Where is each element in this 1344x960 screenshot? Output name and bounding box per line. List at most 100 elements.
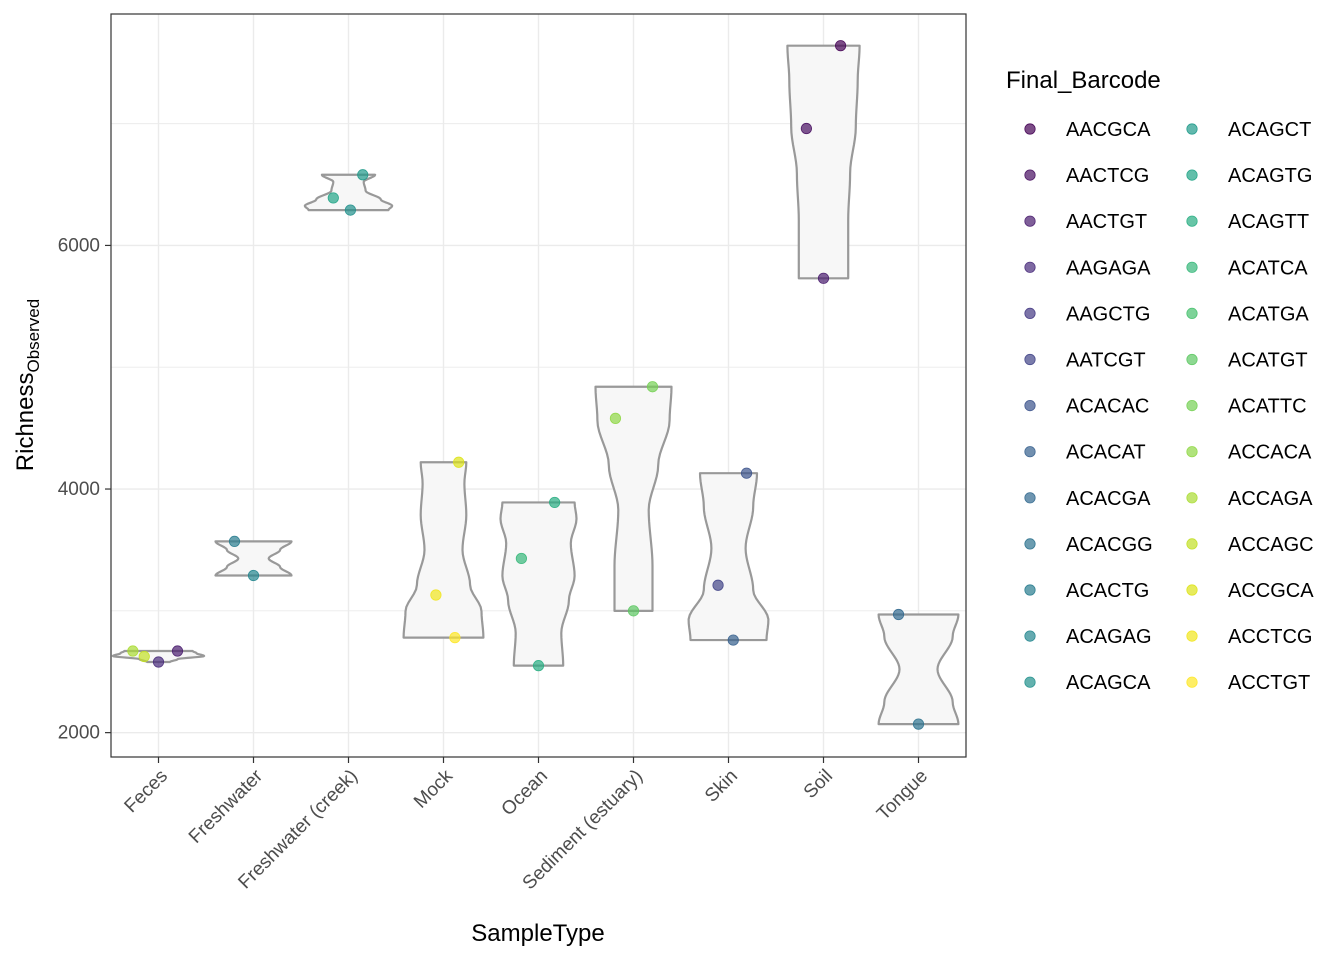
violin-freshwater-creek	[303, 173, 394, 212]
data-point-accagc	[138, 650, 150, 663]
legend-label-acacat: ACACAT	[1066, 442, 1146, 464]
legend-label-acatga: ACATGA	[1228, 303, 1309, 325]
legend-key-acacat	[1024, 446, 1036, 458]
legend-label-aagaga: AAGAGA	[1066, 257, 1151, 279]
data-point-aactcg	[800, 122, 813, 135]
violin-mock	[402, 461, 485, 639]
legend-key-acctgt	[1186, 676, 1198, 688]
legend-label-aagctg: AAGCTG	[1066, 303, 1150, 325]
legend-label-acacga: ACACGA	[1066, 488, 1151, 510]
violin-ocean	[499, 501, 578, 667]
y-axis: 2000 4000 6000	[58, 235, 111, 744]
violin-skin	[687, 472, 770, 642]
legend-label-acagtg: ACAGTG	[1228, 165, 1312, 187]
data-point-acacgg	[912, 718, 925, 730]
violin-sediment-estuary	[594, 385, 673, 612]
legend-key-acctcg	[1186, 630, 1198, 642]
data-point-aactgt	[817, 272, 830, 284]
legend-label-acctcg: ACCTCG	[1228, 626, 1312, 648]
violin-layer	[111, 44, 960, 726]
data-point-accaga	[127, 645, 139, 657]
legend-key-acagca	[1024, 676, 1036, 688]
violin-soil	[786, 44, 861, 280]
data-point-aagaga	[152, 656, 165, 668]
legend-label-acctgt: ACCTGT	[1228, 672, 1310, 694]
legend-label-aactcg: AACTCG	[1066, 165, 1149, 187]
legend-label-acagca: ACAGCA	[1066, 672, 1151, 694]
data-point-acattc	[646, 381, 659, 393]
legend-key-acagag	[1024, 630, 1036, 642]
data-point-acagtg	[327, 192, 339, 204]
data-point-accgca	[453, 456, 465, 468]
legend-key-acattc	[1186, 399, 1198, 412]
data-point-acatgt	[627, 605, 640, 617]
data-point-acacat	[727, 634, 739, 646]
legend-key-aactgt	[1024, 215, 1036, 227]
legend-key-acactg	[1024, 584, 1036, 596]
legend-key-acagtg	[1186, 169, 1198, 181]
legend-key-aagctg	[1024, 307, 1036, 319]
legend-key-accaca	[1186, 446, 1198, 458]
y-axis-title-subscript: Observed	[24, 299, 43, 373]
data-point-acagag	[247, 569, 260, 582]
legend-key-acacac	[1024, 399, 1036, 412]
legend-label-acattc: ACATTC	[1228, 396, 1307, 418]
x-axis-title: SampleType	[471, 920, 604, 947]
legend-label-accagc: ACCAGC	[1228, 534, 1314, 556]
legend-key-aagaga	[1024, 261, 1036, 273]
data-point-acagtt	[549, 496, 561, 509]
data-point-acctgt	[449, 632, 461, 644]
data-point-aatcgt	[712, 579, 724, 591]
y-axis-title: RichnessObserved	[12, 299, 43, 471]
legend-title: Final_Barcode	[1006, 67, 1161, 94]
legend-key-accgca	[1186, 584, 1198, 596]
data-point-acagca	[344, 204, 356, 216]
data-point-accaca	[609, 412, 622, 424]
y-tick-label: 4000	[58, 479, 100, 500]
legend-key-aactcg	[1024, 169, 1036, 181]
y-tick-label: 6000	[58, 235, 100, 256]
data-point-acagct	[357, 169, 369, 181]
legend-key-aacgca	[1024, 123, 1036, 135]
legend-label-acatca: ACATCA	[1228, 257, 1308, 279]
data-point-aactgt	[171, 645, 184, 657]
legend-label-accaca: ACCACA	[1228, 442, 1312, 464]
violin-freshwater	[214, 540, 293, 577]
legend-label-accgca: ACCGCA	[1228, 580, 1314, 602]
legend-key-acatga	[1186, 307, 1198, 319]
y-axis-title-main: Richness	[12, 372, 39, 471]
legend-label-aatcgt: AATCGT	[1066, 350, 1146, 372]
legend-key-acagtt	[1186, 215, 1198, 227]
legend-label-acagtt: ACAGTT	[1228, 211, 1309, 233]
legend-key-accaga	[1186, 492, 1198, 504]
data-point-aacgca	[834, 40, 847, 52]
legend-label-aactgt: AACTGT	[1066, 211, 1147, 233]
legend-key-acacga	[1024, 492, 1036, 504]
legend-label-acacgg: ACACGG	[1066, 534, 1153, 556]
legend-key-accagc	[1186, 538, 1198, 550]
data-point-acatca	[515, 552, 528, 565]
point-layer	[127, 40, 925, 730]
legend-label-acagct: ACAGCT	[1228, 119, 1311, 141]
legend-label-accaga: ACCAGA	[1228, 488, 1313, 510]
legend-label-aacgca: AACGCA	[1066, 119, 1151, 141]
legend-label-acagag: ACAGAG	[1066, 626, 1152, 648]
legend-label-acacac: ACACAC	[1066, 396, 1149, 418]
data-point-acacga	[892, 608, 905, 621]
legend-key-acagct	[1186, 123, 1198, 135]
legend-label-acactg: ACACTG	[1066, 580, 1149, 602]
y-tick-label: 2000	[58, 723, 100, 744]
legend-label-acatgt: ACATGT	[1228, 350, 1308, 372]
legend-key-acatgt	[1186, 353, 1198, 366]
legend-key-acacgg	[1024, 538, 1036, 550]
legend: Final_Barcode AACGCA AACTCG AACTGT AAGAGA AA…	[1006, 67, 1314, 694]
violin-tongue	[877, 613, 960, 726]
legend-key-acatca	[1186, 261, 1198, 273]
data-point-acctcg	[430, 589, 442, 601]
data-point-acacac	[740, 467, 753, 479]
data-point-acagtt	[532, 660, 545, 672]
legend-key-aatcgt	[1024, 353, 1036, 366]
data-point-acactg	[228, 535, 241, 548]
